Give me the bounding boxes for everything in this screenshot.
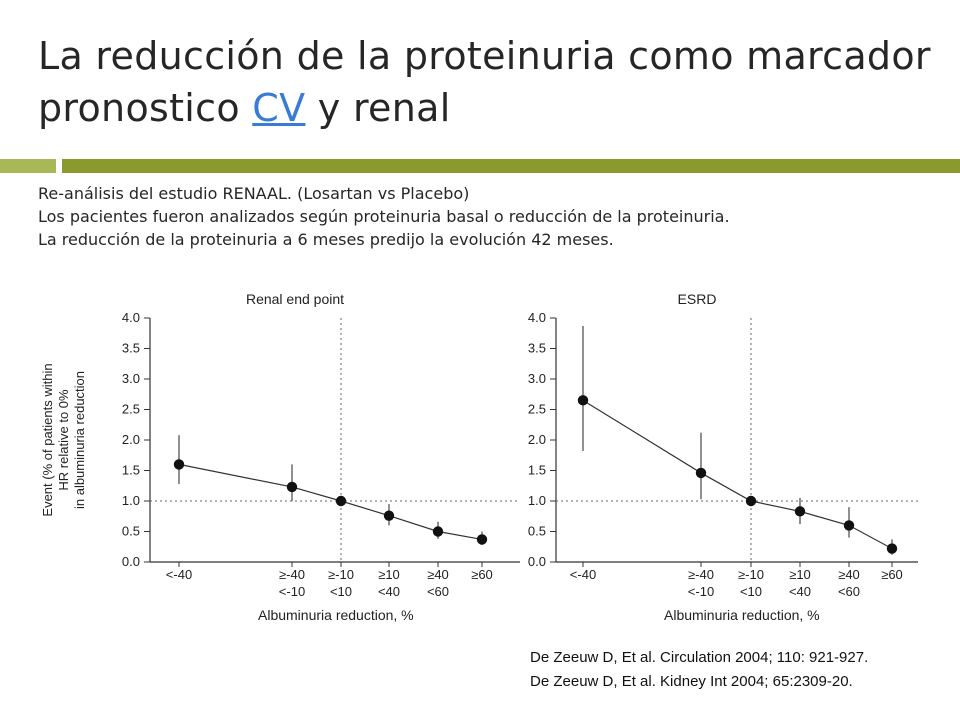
- accent-bar-left: [0, 159, 56, 173]
- series-line: [178, 463, 483, 541]
- x-tick-label: <-10: [688, 584, 714, 599]
- y-tick-label: 2.5: [122, 402, 140, 417]
- subtitle-line: Los pacientes fueron analizados según pr…: [38, 207, 730, 226]
- y-tick-label: 0.5: [122, 524, 140, 539]
- y-tick-label: 3.5: [528, 341, 546, 356]
- x-axis-label: Albuminuria reduction, %: [258, 607, 414, 623]
- y-axis-label: Event (% of patients within: [40, 363, 55, 516]
- reference-line: De Zeeuw D, Et al. Kidney Int 2004; 65:2…: [530, 673, 853, 690]
- y-tick-label: 1.0: [528, 493, 546, 508]
- x-tick-label: <10: [330, 584, 352, 599]
- accent-bar-right: [62, 159, 960, 173]
- x-tick-label: ≥-10: [328, 567, 354, 582]
- y-tick-label: 2.0: [122, 432, 140, 447]
- x-tick-label: <40: [378, 584, 400, 599]
- y-tick-label: 1.5: [122, 463, 140, 478]
- x-tick-label: ≥-40: [279, 567, 305, 582]
- data-point: [335, 495, 347, 507]
- title-part-2: y renal: [305, 86, 451, 130]
- y-tick-label: 0.5: [528, 524, 546, 539]
- subtitle-block: Re-análisis del estudio RENAAL. (Losarta…: [38, 182, 948, 251]
- charts-svg: 0.0 0.5 1.0 1.5 2.0 2.5 3.0 3.5 4.0 Renal end poi…: [40, 291, 918, 623]
- data-point: [476, 534, 488, 545]
- y-tick-label: 0.0: [528, 554, 546, 569]
- y-tick-label: 1.0: [122, 493, 140, 508]
- data-point: [794, 506, 806, 517]
- title-link-cv[interactable]: CV: [252, 86, 306, 130]
- x-tick-label: <40: [789, 584, 811, 599]
- x-tick-label: ≥10: [378, 567, 400, 582]
- y-tick-label: 4.0: [528, 310, 546, 325]
- subtitle-line: La reducción de la proteinuria a 6 meses…: [38, 230, 614, 249]
- y-tick-label: 3.0: [528, 371, 546, 386]
- x-tick-label: <60: [427, 584, 449, 599]
- x-tick-label: <-10: [279, 584, 305, 599]
- x-tick-label: ≥60: [471, 567, 493, 582]
- chart-panel-2: 0.0 0.5 1.0 1.5 2.0 2.5 3.0 3.5 4.0 ESRD <-40 ≥-40 <…: [528, 291, 918, 623]
- data-point: [886, 543, 898, 554]
- x-tick-label: <60: [838, 584, 860, 599]
- data-point: [286, 481, 298, 493]
- chart-title: Renal end point: [246, 291, 344, 307]
- chart-panel-1: 0.0 0.5 1.0 1.5 2.0 2.5 3.0 3.5 4.0 Renal end poi…: [40, 291, 520, 623]
- chart-title: ESRD: [678, 291, 717, 307]
- x-tick-label: <10: [740, 584, 762, 599]
- y-axis-label: HR relative to 0%: [56, 389, 71, 491]
- y-tick-label: 1.5: [528, 463, 546, 478]
- x-tick-label: ≥-10: [738, 567, 764, 582]
- x-tick-label: ≥60: [881, 567, 903, 582]
- data-point: [383, 510, 395, 521]
- x-tick-label: ≥10: [789, 567, 811, 582]
- y-tick-label: 3.5: [122, 341, 140, 356]
- y-axis-label: in albuminuria reduction: [72, 371, 87, 509]
- data-point: [745, 495, 757, 507]
- data-point: [173, 459, 185, 470]
- charts-figure: 0.0 0.5 1.0 1.5 2.0 2.5 3.0 3.5 4.0 Renal end poi…: [38, 280, 930, 634]
- data-point: [577, 395, 589, 406]
- x-tick-label: <-40: [570, 567, 596, 582]
- title-part-1: La reducción de la proteinuria como marc…: [38, 34, 931, 130]
- x-tick-label: <-40: [166, 567, 192, 582]
- data-point: [843, 520, 855, 531]
- y-tick-label: 2.0: [528, 432, 546, 447]
- data-point: [432, 526, 444, 537]
- data-point: [695, 467, 707, 479]
- x-tick-label: ≥-40: [688, 567, 714, 582]
- y-tick-label: 3.0: [122, 371, 140, 386]
- references: De Zeeuw D, Et al. Circulation 2004; 110…: [530, 646, 868, 694]
- reference-line: De Zeeuw D, Et al. Circulation 2004; 110…: [530, 649, 869, 666]
- x-tick-label: ≥40: [838, 567, 860, 582]
- subtitle-line: Re-análisis del estudio RENAAL. (Losarta…: [38, 184, 470, 203]
- y-tick-label: 0.0: [122, 554, 140, 569]
- x-axis-label: Albuminuria reduction, %: [664, 607, 820, 623]
- y-tick-label: 2.5: [528, 402, 546, 417]
- series-line: [582, 399, 893, 550]
- x-tick-label: ≥40: [427, 567, 449, 582]
- y-tick-label: 4.0: [122, 310, 140, 325]
- slide-title: La reducción de la proteinuria como marc…: [38, 30, 938, 134]
